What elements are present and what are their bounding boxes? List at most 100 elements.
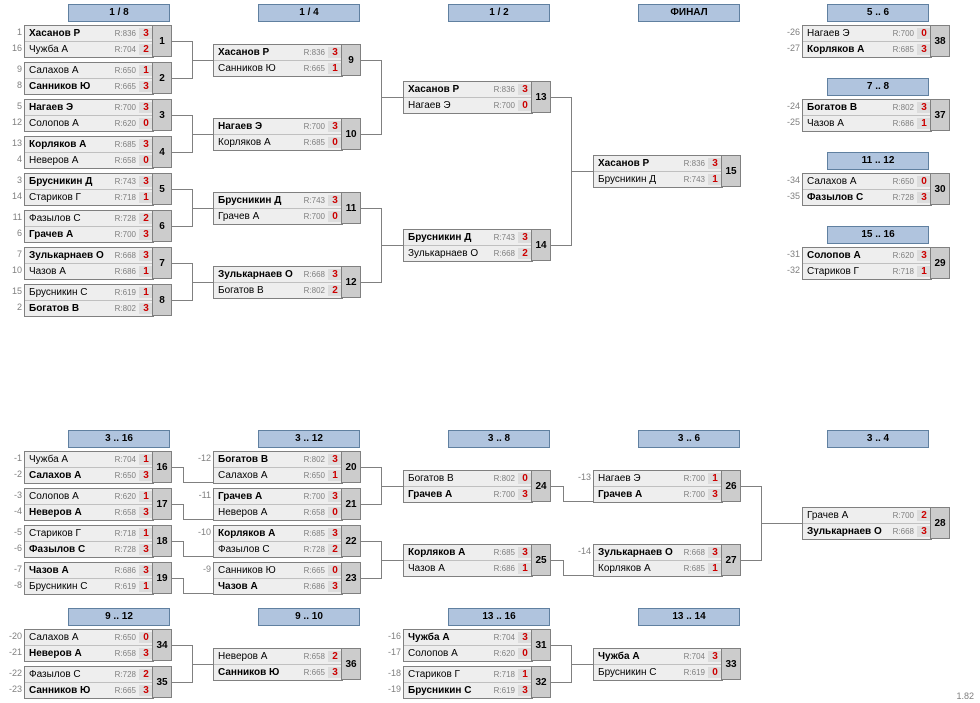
match-row: Чазов АR:6863 [214,578,342,594]
bracket-line [183,519,213,520]
player-score: 0 [328,137,342,148]
seed: -5 [4,527,22,537]
match-id: 7 [152,247,172,279]
match-row: Салахов АR:6500 [803,174,931,189]
player-score: 2 [328,651,342,662]
match-row: Чужба АR:7041 [25,452,153,467]
match-row: Фазылов СR:7283 [25,541,153,557]
match-id: 29 [930,247,950,279]
bracket-line [183,578,184,593]
player-score: 3 [328,528,342,539]
player-score: 0 [518,648,532,659]
player-name: Корляков А [404,547,485,558]
match-row: Неверов АR:6583 [25,645,153,661]
player-name: Фазылов С [25,544,106,555]
match-row: Корляков АR:6853 [25,137,153,152]
player-rating: R:743 [295,196,328,205]
player-score: 3 [139,507,153,518]
seed: -9 [193,564,211,574]
player-score: 1 [328,470,342,481]
seed: 16 [4,43,22,53]
match-id: 13 [531,81,551,113]
match-id: 27 [721,544,741,576]
match-id: 11 [341,192,361,224]
match-id: 30 [930,173,950,205]
match: Чужба АR:7041Салахов АR:6503 [24,451,154,484]
player-name: Санников Ю [214,565,295,576]
round-header: 3 .. 12 [258,430,360,448]
match-row: Зулькарнаев ОR:6683 [594,545,722,560]
player-rating: R:668 [675,548,708,557]
player-score: 3 [518,84,532,95]
match-row: Фазылов СR:7282 [25,667,153,682]
match-row: Зулькарнаев ОR:6683 [803,523,931,539]
match-id: 37 [930,99,950,131]
match-id: 33 [721,648,741,680]
player-score: 2 [139,669,153,680]
match-row: Хасанов РR:8363 [25,26,153,41]
bracket-line [551,245,571,246]
player-name: Зулькарнаев О [594,547,675,558]
player-score: 3 [917,44,931,55]
match-id: 14 [531,229,551,261]
player-score: 1 [139,266,153,277]
match-row: Корляков АR:6853 [803,41,931,57]
match: Фазылов СR:7282Санников ЮR:6653 [24,666,154,699]
round-header: 3 .. 6 [638,430,740,448]
seed: -11 [193,490,211,500]
player-name: Хасанов Р [594,158,675,169]
player-name: Фазылов С [803,192,884,203]
player-score: 1 [139,454,153,465]
match-row: Брусникин СR:6193 [404,682,532,698]
player-name: Грачев А [594,489,675,500]
match-row: Грачев АR:7002 [803,508,931,523]
match-id: 22 [341,525,361,557]
bracket-line [192,60,213,61]
bracket-line [361,282,381,283]
match-row: Неверов АR:6583 [25,504,153,520]
player-score: 3 [139,250,153,261]
match: Богатов ВR:8023Чазов АR:6861 [802,99,932,132]
player-score: 3 [518,232,532,243]
seed: 3 [4,175,22,185]
player-rating: R:650 [106,471,139,480]
match: Стариков ГR:7181Фазылов СR:7283 [24,525,154,558]
match-id: 35 [152,666,172,698]
player-name: Хасанов Р [404,84,485,95]
match: Салахов АR:6500Неверов АR:6583 [24,629,154,662]
seed: -18 [383,668,401,678]
match: Нагаев ЭR:7000Корляков АR:6853 [802,25,932,58]
player-rating: R:658 [106,156,139,165]
player-name: Брусникин С [25,581,106,592]
player-score: 3 [518,685,532,696]
player-rating: R:743 [675,175,708,184]
match-row: Санников ЮR:6653 [25,78,153,94]
seed: 12 [4,117,22,127]
bracket-line [192,664,213,665]
match-row: Богатов ВR:8022 [214,282,342,298]
match-id: 2 [152,62,172,94]
match-row: Корляков АR:6850 [214,134,342,150]
player-score: 1 [708,473,722,484]
player-rating: R:836 [295,48,328,57]
match-id: 18 [152,525,172,557]
seed: -4 [4,506,22,516]
match-row: Хасанов РR:8363 [404,82,532,97]
match: Стариков ГR:7181Брусникин СR:6193 [403,666,533,699]
match-row: Стариков ГR:7181 [25,526,153,541]
seed: -3 [4,490,22,500]
bracket-line [361,134,381,135]
match-id: 17 [152,488,172,520]
player-rating: R:802 [106,304,139,313]
player-rating: R:700 [884,511,917,520]
player-rating: R:802 [884,103,917,112]
match-id: 12 [341,266,361,298]
match-id: 21 [341,488,361,520]
match-id: 5 [152,173,172,205]
bracket-line [551,486,563,487]
match: Солопов АR:6201Неверов АR:6583 [24,488,154,521]
seed: -6 [4,543,22,553]
seed: 9 [4,64,22,74]
match-row: Неверов АR:6580 [214,504,342,520]
match-row: Стариков ГR:7181 [25,189,153,205]
